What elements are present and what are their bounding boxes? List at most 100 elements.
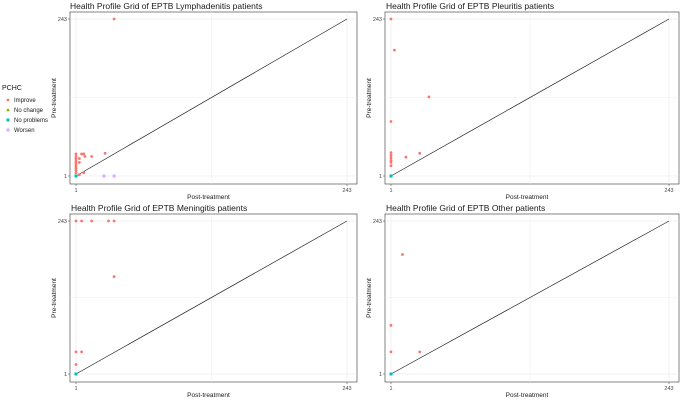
y-tick-label: 1	[64, 372, 67, 378]
data-point	[101, 174, 106, 178]
data-point	[77, 173, 81, 177]
data-point	[401, 253, 404, 256]
data-point	[389, 151, 393, 155]
data-point	[83, 155, 87, 158]
data-point	[389, 350, 393, 354]
data-point	[74, 152, 78, 156]
legend-label: No problems	[14, 118, 48, 124]
y-axis-title: Pre-treatment	[366, 278, 373, 318]
legend-item: Worsen	[6, 128, 35, 134]
y-tick-label: 243	[58, 17, 67, 23]
data-point	[82, 171, 86, 175]
data-point	[74, 363, 78, 366]
panel-title: Health Profile Grid of EPTB Lymphadeniti…	[70, 1, 262, 11]
y-tick-label: 243	[373, 219, 382, 225]
panels: Health Profile Grid of EPTB Lymphadeniti…	[51, 1, 680, 399]
data-point	[103, 151, 107, 155]
data-point	[74, 162, 78, 166]
x-tick-label: 243	[342, 188, 351, 194]
legend-item: No change	[6, 108, 44, 114]
legend-key	[6, 108, 10, 112]
panel: Health Profile Grid of EPTB Lymphadeniti…	[51, 1, 358, 201]
reference-line	[390, 18, 670, 177]
panel-title: Health Profile Grid of EPTB Other patien…	[386, 203, 545, 213]
x-tick-label: 243	[664, 386, 673, 392]
data-point	[418, 151, 422, 155]
x-tick-label: 1	[389, 188, 392, 194]
x-tick-label: 1	[74, 188, 77, 194]
data-point	[112, 275, 116, 279]
data-point	[389, 17, 393, 21]
reference-line	[75, 18, 348, 177]
x-tick-label: 1	[389, 386, 392, 392]
x-tick-label: 243	[664, 188, 673, 194]
data-point	[74, 168, 78, 172]
data-point	[404, 155, 408, 159]
panel-title: Health Profile Grid of EPTB Meningitis p…	[71, 203, 247, 213]
y-axis-title: Pre-treatment	[51, 78, 58, 118]
data-point	[90, 155, 94, 158]
data-point	[112, 219, 116, 223]
legend: PCHC Improve No change No problems Worsen	[2, 85, 48, 134]
panel: Health Profile Grid of EPTB Meningitis p…	[51, 203, 358, 399]
x-axis-title: Post-treatment	[187, 392, 230, 399]
panel: Health Profile Grid of EPTB Pleuritis pa…	[366, 1, 680, 201]
legend-item: No problems	[6, 118, 48, 124]
data-point	[74, 166, 78, 170]
data-point	[74, 159, 78, 162]
data-point	[80, 219, 83, 223]
y-axis-title: Pre-treatment	[366, 78, 373, 118]
data-point	[389, 153, 393, 157]
y-tick-label: 1	[379, 174, 382, 180]
data-point	[74, 164, 78, 168]
reference-line	[390, 220, 670, 375]
y-tick-label: 1	[379, 372, 382, 378]
data-point	[418, 350, 422, 354]
data-point	[389, 164, 393, 168]
data-point	[74, 350, 78, 354]
legend-label: Improve	[14, 98, 36, 104]
data-point	[80, 350, 83, 354]
panel-title: Health Profile Grid of EPTB Pleuritis pa…	[386, 1, 554, 11]
data-point	[389, 323, 393, 327]
legend-key	[6, 98, 10, 102]
data-point	[393, 48, 396, 52]
plot-area	[69, 213, 358, 383]
data-point	[74, 372, 78, 376]
legend-key	[6, 128, 10, 132]
panel: Health Profile Grid of EPTB Other patien…	[366, 203, 680, 399]
data-point	[74, 160, 78, 164]
data-point	[74, 171, 78, 175]
plot-area	[384, 213, 680, 383]
y-tick-label: 1	[64, 174, 67, 180]
data-point	[82, 152, 86, 156]
data-point	[389, 156, 393, 160]
data-point	[389, 160, 393, 164]
data-point	[389, 159, 393, 162]
x-axis-title: Post-treatment	[187, 194, 230, 201]
data-point	[77, 160, 81, 164]
x-tick-label: 243	[342, 386, 351, 392]
data-point	[112, 174, 117, 178]
data-point	[74, 155, 78, 158]
data-point	[389, 174, 393, 178]
data-point	[112, 17, 116, 21]
x-axis-title: Post-treatment	[506, 194, 549, 201]
x-tick-label: 1	[74, 386, 77, 392]
data-point	[74, 174, 78, 178]
data-point	[107, 219, 110, 223]
y-tick-label: 243	[373, 17, 382, 23]
data-point	[80, 152, 83, 156]
data-point	[90, 219, 94, 223]
y-tick-label: 243	[58, 219, 67, 225]
reference-line	[75, 220, 348, 375]
data-point	[77, 157, 81, 160]
legend-label: No change	[14, 108, 44, 114]
legend-title: PCHC	[2, 85, 22, 92]
y-axis-title: Pre-treatment	[51, 278, 58, 318]
data-point	[389, 372, 393, 376]
legend-key	[6, 118, 10, 122]
data-point	[74, 157, 78, 160]
data-point	[427, 95, 431, 99]
